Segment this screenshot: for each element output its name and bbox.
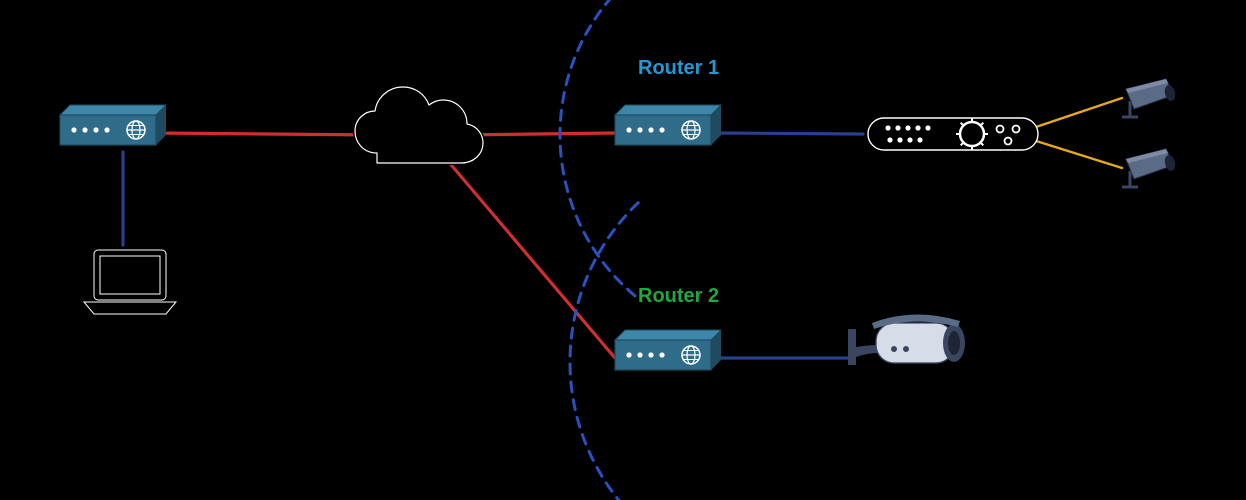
cloud-icon <box>355 87 483 163</box>
cctv-camera-1-icon <box>1122 79 1177 117</box>
router-1-label: Router 1 <box>638 57 719 79</box>
nvr-device-icon <box>868 118 1038 150</box>
router-2-label: Router 2 <box>638 285 719 307</box>
router-2-icon <box>615 330 721 370</box>
ip-camera-icon <box>848 314 965 365</box>
network-diagram: Router 1 Router 2 <box>0 0 1246 500</box>
cctv-camera-2-icon <box>1122 149 1177 187</box>
router-1-icon <box>615 105 721 145</box>
network-boundary-arc <box>560 0 635 296</box>
local-router-icon <box>60 105 166 145</box>
laptop-icon <box>84 250 176 314</box>
